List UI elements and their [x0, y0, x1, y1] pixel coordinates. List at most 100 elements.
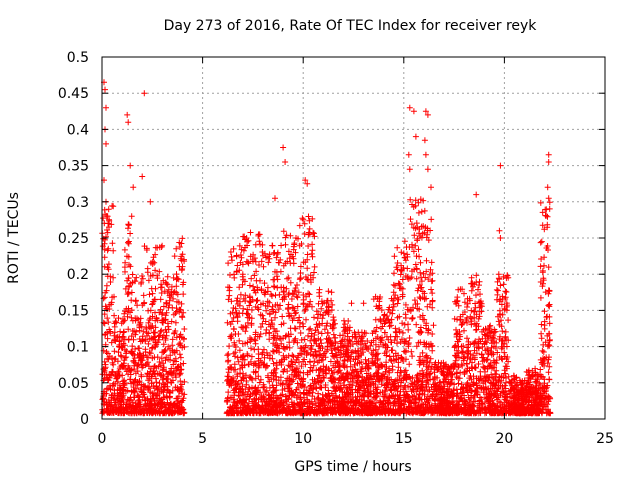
data-point: [234, 373, 241, 380]
data-point: [231, 326, 237, 333]
data-point: [179, 251, 186, 258]
data-point: [307, 325, 314, 332]
data-point: [408, 348, 415, 355]
data-point: [160, 303, 167, 310]
data-point: [105, 206, 112, 213]
data-point: [237, 252, 244, 258]
data-point: [129, 350, 136, 357]
data-point: [122, 268, 128, 275]
data-point: [142, 338, 149, 345]
data-point: [505, 317, 512, 324]
data-point: [260, 315, 267, 322]
data-point: [266, 336, 273, 343]
data-point: [229, 318, 236, 325]
data-point: [279, 313, 286, 320]
data-point: [457, 369, 464, 376]
data-point: [239, 398, 246, 405]
data-point: [502, 328, 509, 335]
data-point: [156, 244, 163, 251]
data-point: [331, 317, 337, 323]
data-point: [270, 250, 277, 257]
data-point: [161, 288, 168, 295]
data-point: [119, 396, 125, 403]
data-point: [116, 365, 123, 372]
data-point: [225, 260, 232, 267]
data-point: [112, 318, 119, 325]
data-point: [157, 296, 164, 303]
data-point: [147, 406, 153, 413]
data-point: [226, 382, 233, 389]
data-point: [163, 368, 170, 375]
data-point: [173, 245, 180, 252]
data-point: [461, 327, 467, 334]
data-point: [253, 268, 260, 275]
data-point: [286, 344, 293, 351]
data-point: [233, 386, 240, 393]
data-point: [106, 217, 113, 224]
data-point: [158, 327, 165, 334]
data-point: [177, 354, 184, 361]
data-point: [225, 394, 231, 401]
data-point: [111, 323, 118, 330]
data-point: [104, 306, 111, 313]
data-point: [158, 281, 165, 288]
data-point: [101, 254, 108, 261]
data-point: [241, 362, 248, 369]
data-point: [260, 361, 267, 368]
data-point: [227, 335, 234, 342]
data-point: [285, 301, 292, 308]
data-point: [143, 354, 150, 361]
data-point: [250, 283, 257, 290]
data-point: [493, 286, 500, 293]
data-point: [226, 343, 233, 350]
data-point: [278, 242, 285, 249]
data-point: [240, 370, 247, 377]
data-point: [103, 372, 110, 378]
data-point: [121, 310, 128, 317]
data-point: [146, 336, 153, 343]
data-point: [106, 301, 113, 308]
data-point: [125, 240, 132, 247]
data-point: [282, 241, 289, 248]
data-point: [181, 326, 188, 332]
data-point: [298, 337, 305, 343]
data-point: [234, 318, 241, 325]
data-point: [138, 361, 145, 368]
data-point: [228, 253, 235, 260]
data-point: [114, 358, 121, 365]
data-point: [311, 230, 317, 237]
data-point: [121, 246, 128, 253]
data-point: [122, 308, 128, 315]
chart-title: Day 273 of 2016, Rate Of TEC Index for r…: [164, 18, 538, 34]
data-point: [261, 280, 268, 287]
data-point: [294, 282, 300, 288]
data-point: [176, 341, 183, 348]
data-point: [242, 386, 249, 393]
data-point: [464, 335, 470, 342]
data-point: [391, 253, 398, 260]
data-point: [135, 409, 142, 416]
data-point: [142, 346, 149, 353]
data-point: [151, 296, 158, 303]
data-point: [156, 380, 163, 387]
data-point: [169, 387, 176, 394]
data-point: [274, 251, 281, 257]
data-point: [407, 216, 414, 223]
data-point: [397, 339, 404, 345]
data-point: [101, 320, 108, 327]
data-point: [235, 331, 242, 337]
data-point: [265, 259, 272, 266]
data-point: [136, 322, 143, 329]
data-point: [239, 261, 246, 268]
data-point: [401, 238, 408, 245]
data-point: [103, 233, 109, 240]
data-point: [154, 386, 161, 393]
data-point: [399, 329, 406, 336]
data-point: [257, 376, 264, 383]
data-point: [125, 409, 132, 416]
data-point: [157, 306, 164, 313]
data-point: [453, 386, 460, 393]
data-point: [122, 366, 129, 372]
data-point: [272, 292, 279, 299]
